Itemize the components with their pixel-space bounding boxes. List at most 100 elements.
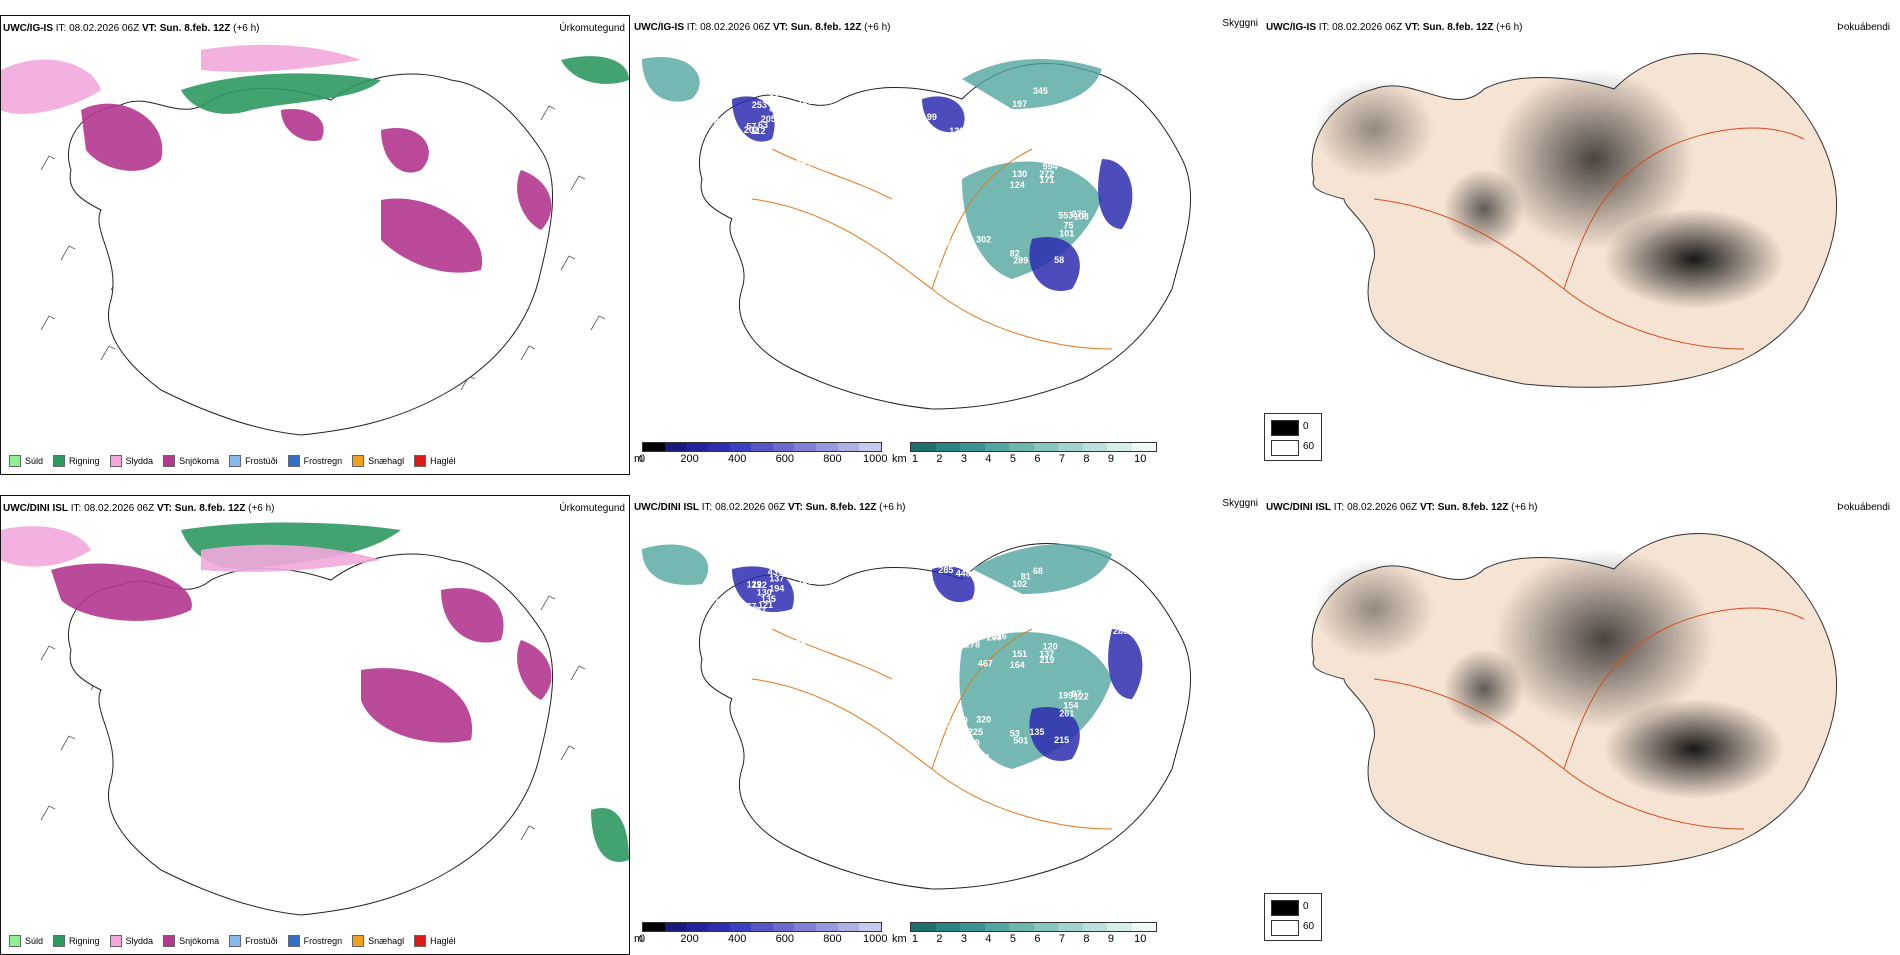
cloud-base-label: 197 <box>1012 99 1027 109</box>
colorbar-segment <box>1131 923 1156 931</box>
cloud-base-label: 101 <box>714 597 729 607</box>
cloud-base-label: 135 <box>761 594 776 604</box>
cloud-base-label: 54 <box>953 236 963 246</box>
colorbar-segment <box>1082 443 1107 451</box>
panel-name: Skyggni <box>1222 498 1258 509</box>
cloud-base-label: 87 <box>1101 614 1111 624</box>
cloud-base-label: 242 <box>1094 275 1109 285</box>
cloud-base-label: 138 <box>798 576 813 586</box>
cloud-base-label: 121 <box>758 600 773 610</box>
cloud-base-label: 131 <box>975 272 990 282</box>
precip-legend: Súld Rigning Slydda Snjókoma Frostúði Fr… <box>3 452 462 470</box>
precip-map <box>1 522 629 916</box>
fog-panel-bottom: UWC/DINI ISL IT: 08.02.2026 06Z VT: Sun.… <box>1264 495 1894 955</box>
cloud-base-label: 99 <box>927 112 937 122</box>
colorbar-segment <box>935 443 960 451</box>
cloud-base-label: 161 <box>1091 590 1106 600</box>
swatch <box>229 935 242 947</box>
cloud-base-label: 215 <box>1054 735 1069 745</box>
swatch <box>287 935 300 947</box>
fog-legend: 0 60 <box>1264 413 1322 461</box>
colorbar-segment <box>1058 443 1083 451</box>
cloud-base-label: 71 <box>730 144 740 154</box>
panel-title: UWC/DINI ISL IT: 08.02.2026 06Z VT: Sun.… <box>634 502 906 513</box>
cloud-panel-top: UWC/IG-IS IT: 08.02.2026 06Z VT: Sun. 8.… <box>632 15 1322 475</box>
legend-item: Snjókoma <box>163 935 219 947</box>
panel-name: Úrkomutegund <box>559 23 625 34</box>
cloud-base-label: 140 <box>975 128 990 138</box>
cloud-base-label: 81 <box>769 94 779 104</box>
colorbar-segment <box>960 923 985 931</box>
cloud-base-label: 112 <box>751 126 766 136</box>
colorbar-segment <box>1082 923 1107 931</box>
cloud-base-label: 57 <box>746 122 756 132</box>
cloud-base-label: 275 <box>710 631 725 641</box>
cloud-base-label: 194 <box>769 584 784 594</box>
cloud-base-label: 78 <box>768 87 778 97</box>
cloud-labels-bottom: 1871577727513513943712213712162781011381… <box>710 565 1128 769</box>
swatch <box>163 935 176 947</box>
colorbar-segment <box>859 443 882 451</box>
panel-title: UWC/DINI ISL IT: 08.02.2026 06Z VT: Sun.… <box>1266 502 1538 513</box>
rain-areas <box>181 56 629 114</box>
cloud-base-label: 120 <box>1043 641 1058 651</box>
cloud-base-label: 112 <box>1113 146 1128 156</box>
cloud-base-label: 261 <box>1059 708 1074 718</box>
colorbar-segment <box>643 923 665 931</box>
cloud-base-areas <box>732 96 1133 291</box>
fog-map <box>1311 52 1838 388</box>
colorbar-segment <box>772 923 795 931</box>
precip-legend: Súld Rigning Slydda Snjókoma Frostúði Fr… <box>3 932 462 950</box>
colorbar-segment <box>1009 923 1034 931</box>
cloud-base-label: 225 <box>968 727 983 737</box>
cloud-base-areas <box>732 566 1143 761</box>
cloud-base-label: 85 <box>938 746 948 756</box>
precip-map <box>1 44 629 436</box>
colorbar-segment <box>1009 443 1034 451</box>
colorbar-segment <box>816 443 838 451</box>
cloud-base-label: 289 <box>1013 256 1028 266</box>
panel-name: Þokuábendi <box>1837 22 1890 33</box>
cloud-base-label: 95 <box>940 279 950 289</box>
swatch <box>352 935 365 947</box>
cloud-base-label: 272 <box>1039 169 1054 179</box>
colorbar-segment <box>643 443 665 451</box>
legend-item: Rigning <box>53 455 100 467</box>
panel-name: Úrkomutegund <box>559 503 625 514</box>
colorbar-segment <box>1058 923 1083 931</box>
cloud-base-label: 110 <box>719 640 734 650</box>
cloud-base-label: 113 <box>940 759 955 769</box>
cloud-base-label: 162 <box>1101 134 1116 144</box>
cloud-base-label: 313 <box>1107 253 1122 263</box>
cloud-base-label: 168 <box>798 96 813 106</box>
swatch <box>9 935 21 947</box>
cloud-base-label: 72 <box>965 160 975 170</box>
cloud-base-colorbar: m 0 200 400 600 800 1000 <box>634 439 887 469</box>
cloud-base-label: 286 <box>1113 626 1128 636</box>
fog-max-swatch <box>1271 900 1299 916</box>
colorbar-segment <box>816 923 838 931</box>
cloud-base-label: 103 <box>1074 212 1089 222</box>
swatch <box>229 455 242 467</box>
cloud-base-label: 154 <box>1063 701 1078 711</box>
cloud-base-label: 62 <box>720 565 730 575</box>
cloud-base-label: 259 <box>947 720 962 730</box>
swatch <box>287 455 300 467</box>
cloud-base-label: 116 <box>992 631 1007 641</box>
cloud-base-label: 53 <box>1010 729 1020 739</box>
cloud-base-label: 215 <box>923 153 938 163</box>
cloud-base-label: 59 <box>970 738 980 748</box>
colorbar-segment <box>751 923 773 931</box>
colorbar-segment <box>772 443 795 451</box>
legend-item: Súld <box>9 455 43 467</box>
cloud-base-label: 969 <box>796 159 811 169</box>
cloud-base-label: 102 <box>1012 579 1027 589</box>
cloud-base-label: 128 <box>744 605 759 615</box>
road-network <box>1373 607 1805 830</box>
fog-max-swatch <box>1271 420 1299 436</box>
cloud-base-label: 553 <box>1058 210 1073 220</box>
iceland-coastline <box>67 553 554 916</box>
panel-title: UWC/IG-IS IT: 08.02.2026 06Z VT: Sun. 8.… <box>634 22 891 33</box>
legend-item: Slydda <box>109 455 153 467</box>
